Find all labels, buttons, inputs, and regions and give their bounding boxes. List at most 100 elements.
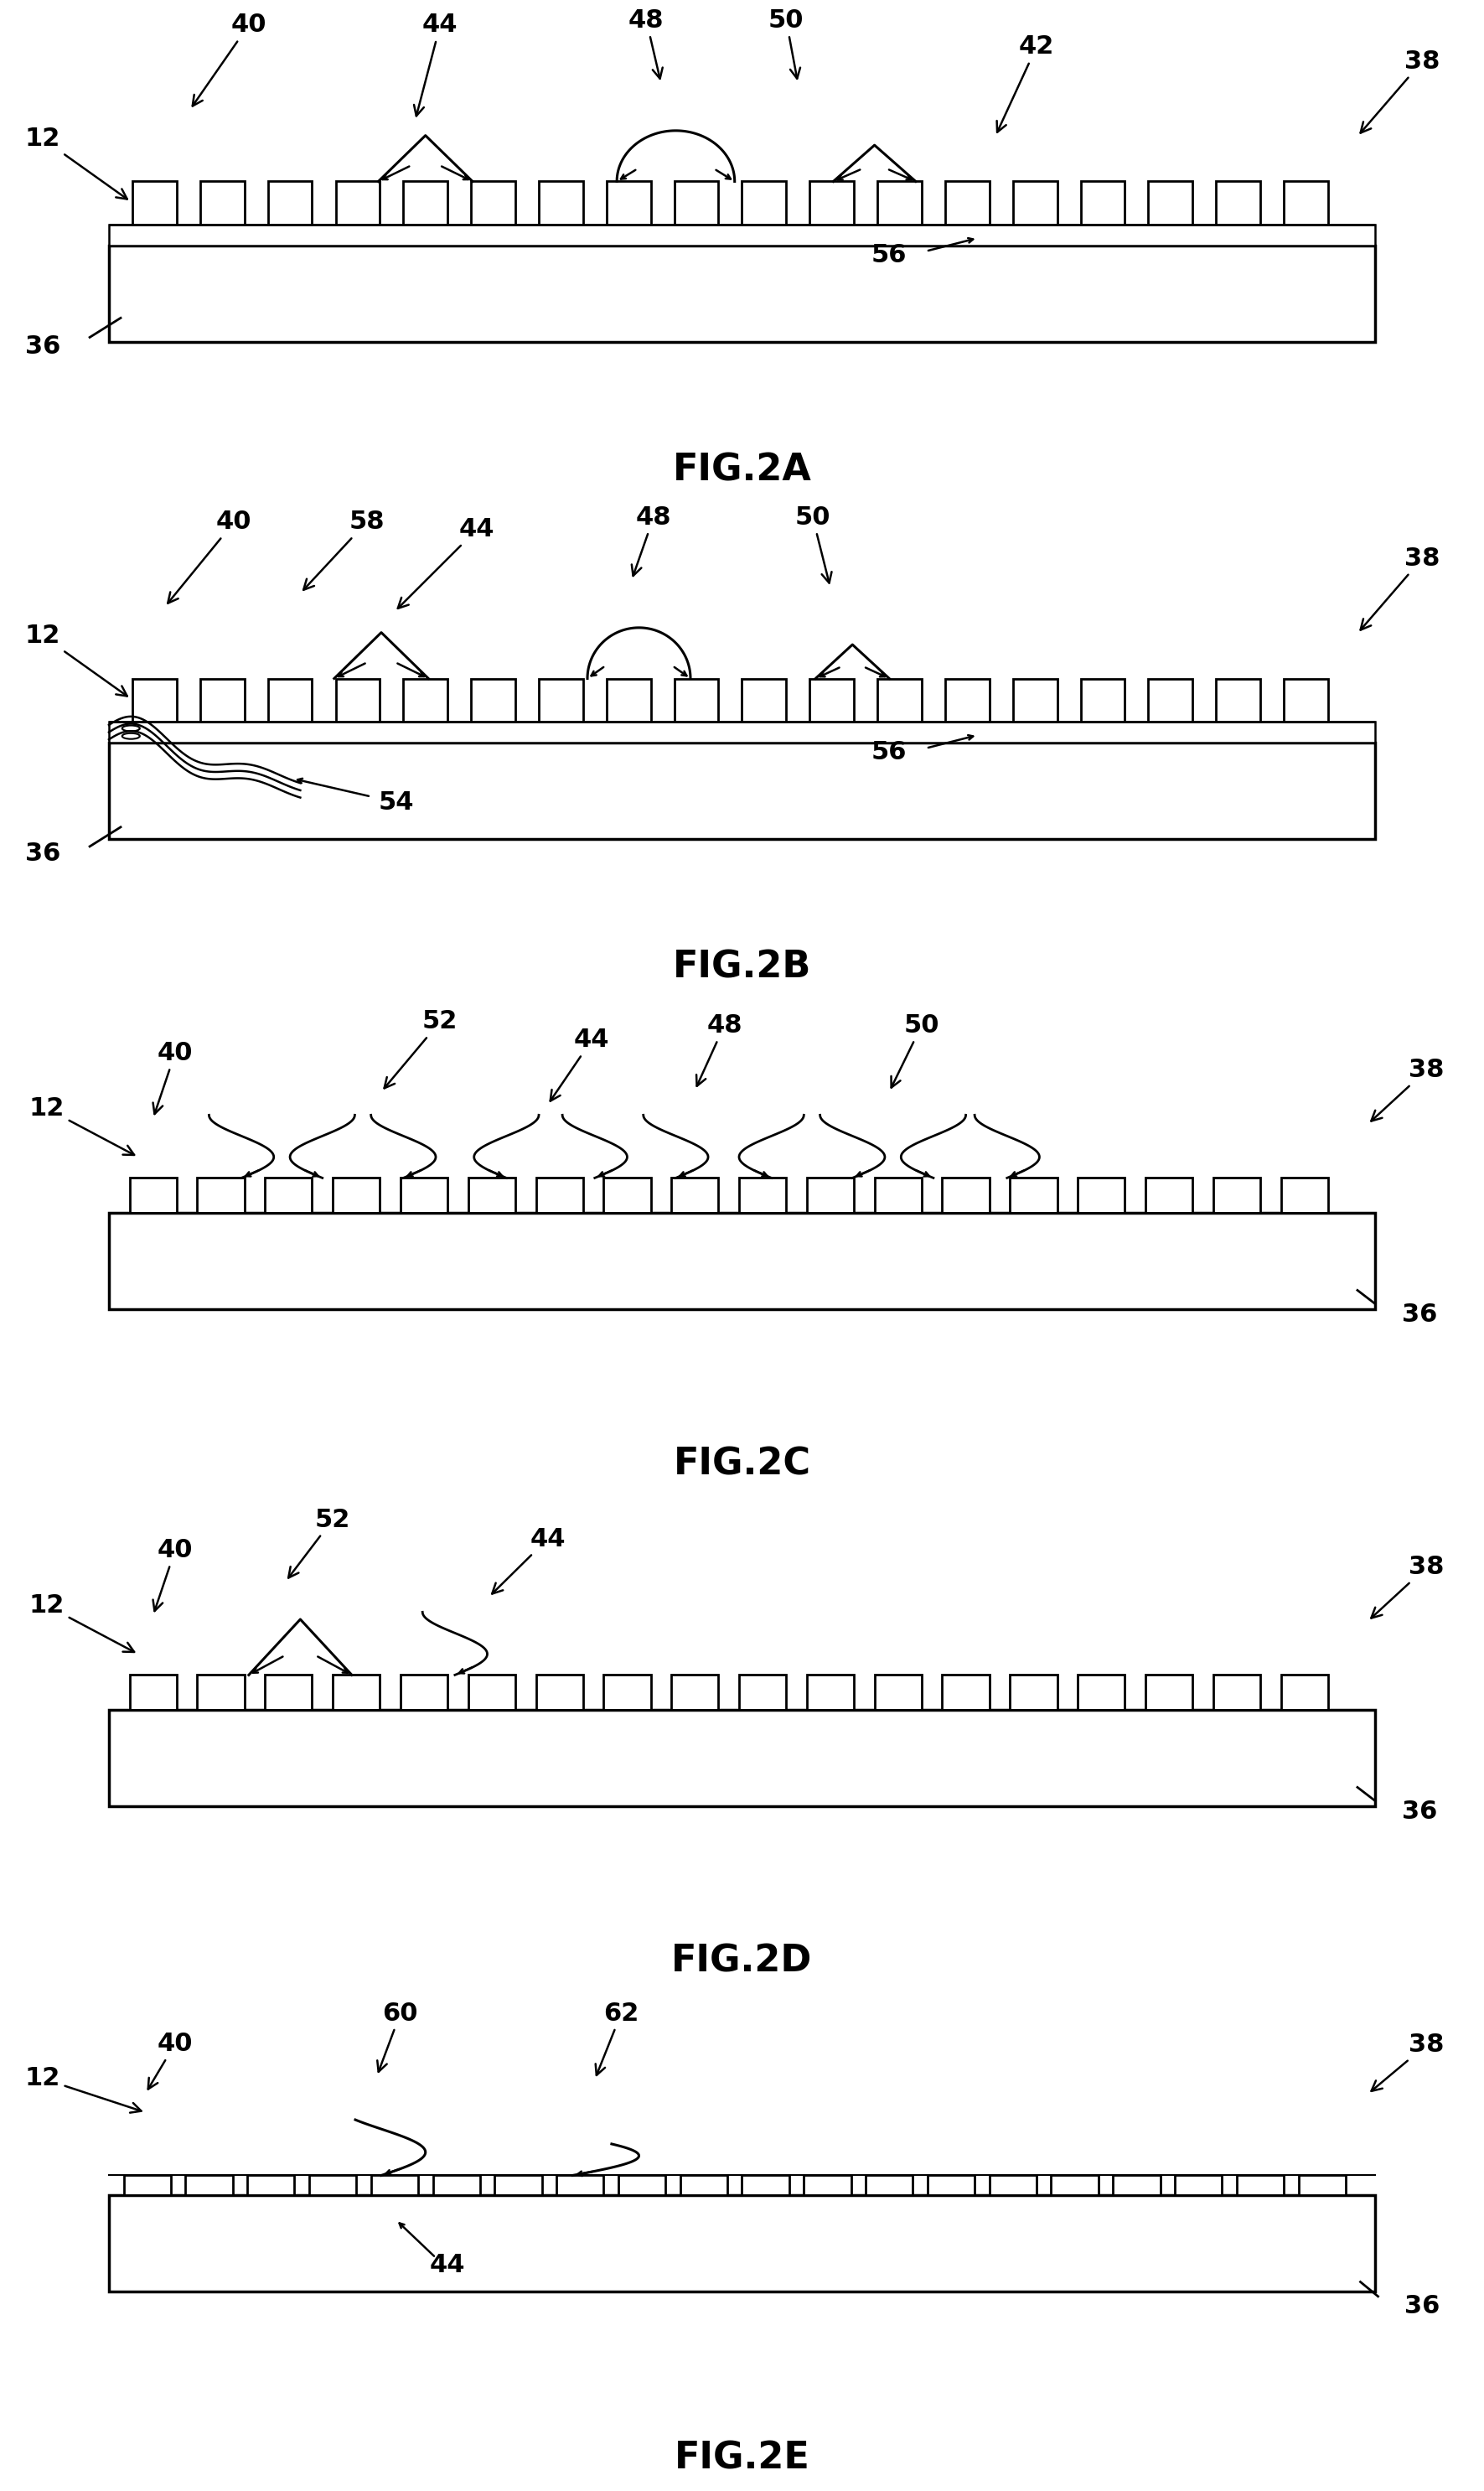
- Bar: [401, 1674, 448, 1709]
- Text: 44: 44: [414, 12, 459, 117]
- Text: 44: 44: [493, 1527, 565, 1594]
- Text: 50: 50: [769, 7, 804, 80]
- Bar: [807, 1674, 853, 1709]
- Bar: [200, 182, 245, 224]
- Text: 50: 50: [892, 1014, 939, 1089]
- Bar: [1014, 182, 1057, 224]
- Bar: [1236, 2175, 1284, 2195]
- Text: 58: 58: [303, 511, 384, 590]
- Bar: [804, 2175, 850, 2195]
- Bar: [186, 2175, 233, 2195]
- Bar: [739, 1674, 787, 1709]
- Bar: [680, 2175, 727, 2195]
- Text: 60: 60: [377, 2000, 418, 2073]
- Bar: [108, 1709, 1376, 1806]
- Text: 42: 42: [997, 35, 1054, 132]
- Bar: [108, 224, 1376, 244]
- Bar: [1113, 2175, 1160, 2195]
- Bar: [1146, 1178, 1193, 1213]
- Bar: [108, 742, 1376, 839]
- Bar: [248, 2175, 294, 2195]
- Bar: [1215, 678, 1260, 722]
- Text: 52: 52: [384, 1009, 459, 1089]
- Text: 54: 54: [378, 790, 414, 815]
- Bar: [742, 678, 787, 722]
- Text: 44: 44: [551, 1029, 610, 1101]
- Text: 36: 36: [1362, 2284, 1439, 2319]
- Bar: [467, 1674, 515, 1709]
- Text: 40: 40: [153, 1537, 193, 1612]
- Text: 62: 62: [595, 2000, 640, 2075]
- Text: 38: 38: [1371, 1059, 1444, 1121]
- Bar: [335, 678, 380, 722]
- Bar: [877, 182, 922, 224]
- Text: FIG.2C: FIG.2C: [674, 1447, 810, 1482]
- Text: 12: 12: [30, 1594, 134, 1652]
- Bar: [309, 2175, 356, 2195]
- Text: 48: 48: [632, 506, 671, 575]
- Bar: [1014, 678, 1057, 722]
- Bar: [874, 1178, 922, 1213]
- Circle shape: [122, 732, 139, 740]
- Bar: [807, 1178, 853, 1213]
- Bar: [1298, 2175, 1346, 2195]
- Bar: [197, 1674, 245, 1709]
- Bar: [536, 1178, 583, 1213]
- Bar: [1051, 2175, 1098, 2195]
- Bar: [604, 1674, 650, 1709]
- Bar: [401, 1178, 448, 1213]
- Bar: [404, 678, 448, 722]
- Bar: [433, 2175, 479, 2195]
- Text: 12: 12: [30, 1096, 134, 1156]
- Text: 48: 48: [629, 7, 665, 80]
- Bar: [607, 678, 650, 722]
- Bar: [536, 1674, 583, 1709]
- Bar: [266, 1674, 312, 1709]
- Text: 50: 50: [795, 506, 831, 583]
- Bar: [129, 1178, 177, 1213]
- Text: FIG.2E: FIG.2E: [674, 2441, 810, 2476]
- Text: 40: 40: [168, 511, 252, 603]
- Text: 12: 12: [25, 623, 128, 695]
- Bar: [1284, 678, 1328, 722]
- Bar: [1077, 1674, 1125, 1709]
- Bar: [874, 1674, 922, 1709]
- Bar: [1146, 1674, 1193, 1709]
- Bar: [1149, 678, 1193, 722]
- Text: 44: 44: [430, 2252, 466, 2277]
- Text: 38: 38: [1371, 2033, 1444, 2090]
- Bar: [269, 678, 312, 722]
- Text: 36: 36: [25, 319, 114, 359]
- Text: 12: 12: [25, 2068, 141, 2112]
- Bar: [619, 2175, 665, 2195]
- Bar: [604, 1178, 650, 1213]
- Text: 56: 56: [871, 242, 907, 267]
- Bar: [266, 1178, 312, 1213]
- Bar: [671, 1178, 718, 1213]
- Text: 38: 38: [1361, 50, 1439, 132]
- Text: FIG.2A: FIG.2A: [672, 453, 812, 488]
- Bar: [108, 2195, 1376, 2292]
- Text: FIG.2B: FIG.2B: [672, 949, 812, 986]
- Bar: [1284, 182, 1328, 224]
- Bar: [197, 1178, 245, 1213]
- Bar: [1080, 182, 1125, 224]
- Bar: [470, 678, 515, 722]
- Text: 40: 40: [153, 1041, 193, 1113]
- Bar: [1175, 2175, 1221, 2195]
- Bar: [467, 1178, 515, 1213]
- Text: 56: 56: [871, 740, 907, 765]
- Bar: [108, 722, 1376, 742]
- Bar: [132, 182, 177, 224]
- Bar: [123, 2175, 171, 2195]
- Bar: [607, 182, 650, 224]
- Bar: [928, 2175, 975, 2195]
- Bar: [739, 1178, 787, 1213]
- Text: 38: 38: [1371, 1554, 1444, 1619]
- Circle shape: [122, 725, 139, 732]
- Text: FIG.2D: FIG.2D: [671, 1943, 813, 1980]
- Bar: [810, 182, 853, 224]
- Bar: [945, 182, 990, 224]
- Bar: [1011, 1674, 1057, 1709]
- Bar: [1212, 1674, 1260, 1709]
